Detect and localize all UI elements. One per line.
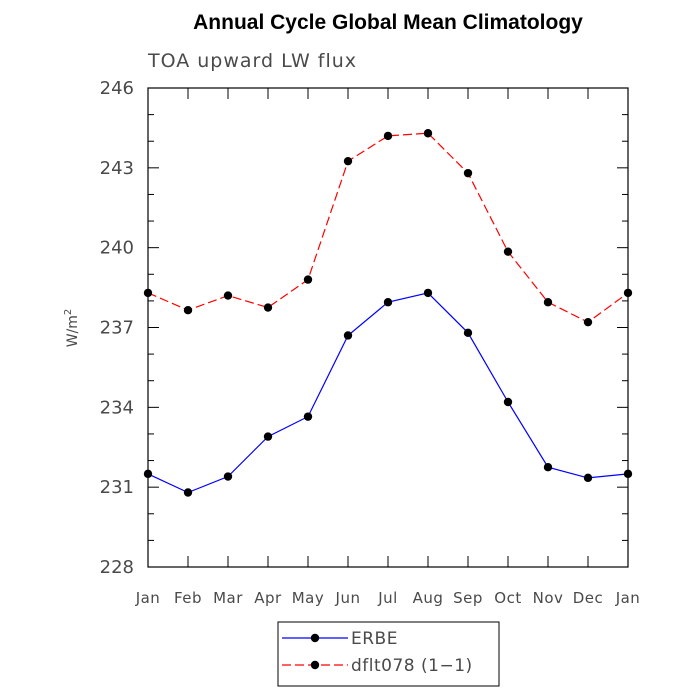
x-tick-labels: Jan Feb Mar Apr May Jun Jul Aug Sep Oct Nov Dec Jan bbox=[135, 589, 641, 607]
series-1-point bbox=[623, 288, 633, 298]
x-tick-label: Jan bbox=[615, 589, 641, 607]
series-1-point bbox=[383, 131, 393, 141]
y-tick-label: 237 bbox=[100, 318, 134, 339]
y-tick-label: 234 bbox=[100, 397, 134, 418]
series-1-point bbox=[263, 303, 273, 312]
axis-ticks bbox=[147, 87, 629, 568]
y-axis-label: W/m2 bbox=[63, 309, 81, 348]
series-0-point bbox=[543, 463, 553, 472]
series-0-point bbox=[263, 432, 273, 441]
x-tick-label: May bbox=[292, 589, 325, 607]
y-tick-label: 231 bbox=[100, 477, 134, 498]
legend-marker-erbe bbox=[310, 633, 320, 643]
series-0-point bbox=[463, 328, 473, 338]
x-tick-label: Oct bbox=[494, 589, 521, 607]
chart-subtitle: TOA upward LW flux bbox=[147, 50, 357, 72]
x-tick-label: Jan bbox=[135, 589, 161, 607]
y-tick-label: 246 bbox=[100, 78, 134, 99]
series-1-point bbox=[463, 168, 473, 178]
x-tick-label: Apr bbox=[254, 589, 282, 607]
series-0-point bbox=[183, 488, 193, 497]
y-tick-label: 228 bbox=[100, 557, 134, 578]
series-1-point bbox=[423, 129, 433, 138]
series-1-point bbox=[343, 156, 353, 166]
chart-title: Annual Cycle Global Mean Climatology bbox=[193, 11, 583, 34]
x-tick-label: Feb bbox=[174, 589, 202, 607]
series-1-point bbox=[143, 288, 153, 298]
series-0-point bbox=[223, 472, 233, 481]
series-layer bbox=[143, 129, 633, 497]
legend-label-dflt078: dflt078 (1−1) bbox=[351, 656, 473, 676]
x-tick-label: Dec bbox=[573, 589, 604, 607]
y-axis-label-unit: W/m bbox=[65, 315, 81, 347]
x-tick-label: Sep bbox=[453, 589, 483, 607]
series-0-point bbox=[423, 288, 433, 298]
series-1-point bbox=[303, 275, 313, 284]
series-0-point bbox=[383, 298, 393, 307]
series-1-point bbox=[223, 291, 233, 300]
y-tick-label: 240 bbox=[100, 238, 134, 259]
series-0-point bbox=[583, 473, 593, 483]
series-0-point bbox=[503, 397, 513, 407]
x-tick-label: Mar bbox=[213, 589, 243, 607]
y-tick-labels: 228 231 234 237 240 243 246 bbox=[100, 78, 134, 578]
x-tick-label: Jun bbox=[335, 589, 361, 607]
series-line-1 bbox=[147, 132, 629, 323]
series-1-point bbox=[503, 247, 513, 256]
series-0-point bbox=[303, 412, 313, 421]
y-tick-label: 243 bbox=[100, 158, 134, 179]
plot-frame bbox=[147, 87, 629, 568]
legend-box bbox=[277, 621, 500, 687]
series-1-point bbox=[183, 306, 193, 315]
series-1-point bbox=[583, 317, 593, 327]
series-0-point bbox=[143, 469, 153, 479]
series-0-point bbox=[623, 469, 633, 479]
x-tick-label: Aug bbox=[413, 589, 444, 607]
x-tick-label: Nov bbox=[533, 589, 564, 607]
legend: ERBE dflt078 (1−1) bbox=[277, 621, 500, 687]
legend-label-erbe: ERBE bbox=[351, 629, 398, 649]
series-1-point bbox=[543, 298, 553, 307]
x-tick-label: Jul bbox=[377, 589, 398, 607]
series-line-0 bbox=[147, 292, 629, 494]
series-0-point bbox=[343, 331, 353, 340]
y-axis-label-exponent: 2 bbox=[63, 309, 74, 315]
legend-marker-dflt078 bbox=[310, 660, 320, 670]
